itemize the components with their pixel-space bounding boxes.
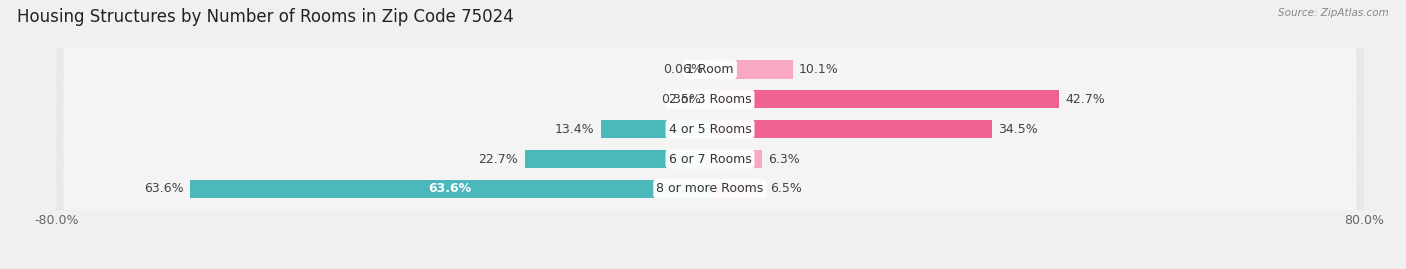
FancyBboxPatch shape bbox=[56, 67, 1364, 132]
FancyBboxPatch shape bbox=[63, 134, 1357, 184]
Bar bbox=[710, 180, 763, 198]
Text: 0.35%: 0.35% bbox=[661, 93, 700, 106]
FancyBboxPatch shape bbox=[56, 37, 1364, 102]
Text: 6.3%: 6.3% bbox=[768, 153, 800, 165]
Bar bbox=[524, 150, 710, 168]
Bar bbox=[707, 90, 710, 108]
FancyBboxPatch shape bbox=[63, 164, 1357, 214]
Text: 63.6%: 63.6% bbox=[429, 182, 471, 195]
Text: 42.7%: 42.7% bbox=[1066, 93, 1105, 106]
Text: 6 or 7 Rooms: 6 or 7 Rooms bbox=[669, 153, 751, 165]
Text: 13.4%: 13.4% bbox=[554, 123, 593, 136]
Bar bbox=[710, 120, 993, 138]
FancyBboxPatch shape bbox=[56, 126, 1364, 192]
Text: 34.5%: 34.5% bbox=[998, 123, 1038, 136]
Text: 4 or 5 Rooms: 4 or 5 Rooms bbox=[669, 123, 751, 136]
FancyBboxPatch shape bbox=[63, 104, 1357, 154]
Text: 1 Room: 1 Room bbox=[686, 63, 734, 76]
FancyBboxPatch shape bbox=[56, 97, 1364, 162]
Text: 63.6%: 63.6% bbox=[143, 182, 184, 195]
Bar bbox=[190, 180, 710, 198]
Text: 22.7%: 22.7% bbox=[478, 153, 517, 165]
Text: Source: ZipAtlas.com: Source: ZipAtlas.com bbox=[1278, 8, 1389, 18]
Text: 8 or more Rooms: 8 or more Rooms bbox=[657, 182, 763, 195]
Legend: Owner-occupied, Renter-occupied: Owner-occupied, Renter-occupied bbox=[572, 264, 848, 269]
Text: 0.06%: 0.06% bbox=[664, 63, 703, 76]
Text: 6.5%: 6.5% bbox=[769, 182, 801, 195]
FancyBboxPatch shape bbox=[56, 156, 1364, 221]
Bar bbox=[710, 150, 762, 168]
Text: Housing Structures by Number of Rooms in Zip Code 75024: Housing Structures by Number of Rooms in… bbox=[17, 8, 513, 26]
FancyBboxPatch shape bbox=[63, 75, 1357, 124]
Bar bbox=[600, 120, 710, 138]
FancyBboxPatch shape bbox=[63, 45, 1357, 94]
Bar bbox=[710, 60, 793, 79]
Text: 2 or 3 Rooms: 2 or 3 Rooms bbox=[669, 93, 751, 106]
Bar bbox=[710, 90, 1059, 108]
Text: 10.1%: 10.1% bbox=[799, 63, 839, 76]
